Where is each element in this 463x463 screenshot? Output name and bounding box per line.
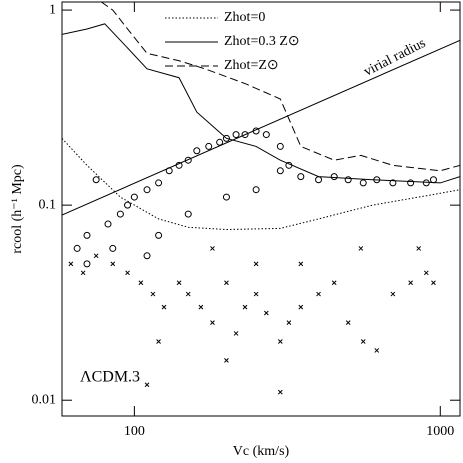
point-cross [110, 261, 116, 267]
point-circle [109, 244, 117, 252]
point-cross [298, 261, 304, 267]
point-circle [165, 167, 173, 175]
point-cross [144, 382, 150, 388]
point-circle [297, 173, 305, 181]
legend-label: Zhot=0 [224, 10, 265, 25]
legend-label: Zhot=Z⊙ [224, 58, 279, 73]
point-cross [68, 261, 74, 267]
point-cross [408, 280, 413, 286]
y-tick-label: 0.01 [32, 392, 57, 407]
annotation: ΛCDM.3 [80, 369, 140, 386]
point-circle [315, 176, 323, 184]
y-tick-label: 0.1 [39, 197, 57, 212]
point-circle [285, 161, 293, 169]
point-circle [422, 179, 430, 187]
point-circle [330, 173, 338, 181]
point-circle [241, 131, 249, 139]
point-circle [130, 193, 138, 201]
point-cross [176, 280, 182, 286]
point-circle [276, 167, 284, 175]
point-cross [242, 304, 248, 310]
point-circle [359, 179, 367, 187]
point-cross [345, 320, 351, 325]
point-cross [423, 270, 429, 276]
x-axis-label: Vc (km/s) [233, 444, 290, 459]
point-circle [104, 220, 112, 228]
point-circle [116, 210, 124, 218]
point-circle [175, 161, 183, 169]
point-cross [233, 331, 239, 336]
point-circle [184, 210, 192, 218]
point-cross [431, 280, 436, 286]
point-cross [416, 246, 422, 251]
point-cross [374, 348, 380, 353]
point-cross [358, 246, 364, 251]
point-circle [222, 134, 230, 142]
point-circle [252, 186, 260, 194]
point-cross [263, 310, 269, 316]
point-cross [93, 253, 99, 259]
plot-frame [61, 1, 461, 417]
point-cross [253, 261, 259, 267]
point-circle [222, 193, 230, 201]
point-circle [143, 252, 151, 260]
point-cross [156, 339, 161, 344]
point-circle [407, 179, 415, 187]
point-circle [124, 201, 132, 209]
point-cross [210, 320, 215, 325]
point-cross [316, 291, 321, 297]
point-circle [155, 231, 163, 239]
annotation: virial radius [362, 36, 429, 80]
legend-label: Zhot=0.3 Z⊙ [224, 34, 300, 49]
series-line [62, 23, 460, 184]
point-cross [298, 304, 304, 310]
point-circle [92, 176, 100, 184]
point-circle [184, 156, 192, 164]
point-circle [83, 260, 91, 268]
point-cross [360, 339, 366, 344]
x-tick-label: 1000 [426, 424, 454, 439]
point-cross [161, 304, 167, 310]
point-circle [143, 186, 151, 194]
point-circle [429, 176, 437, 184]
point-cross [277, 389, 283, 395]
series-line [101, 2, 460, 172]
point-cross [224, 280, 229, 286]
point-cross [150, 291, 156, 297]
y-axis-label: rcool (h⁻¹ Mpc) [10, 164, 25, 254]
point-cross [138, 280, 144, 286]
point-cross [253, 291, 259, 297]
point-circle [73, 244, 81, 252]
point-cross [125, 270, 130, 276]
point-circle [155, 179, 163, 187]
point-circle [216, 138, 224, 146]
point-cross [277, 339, 283, 344]
point-cross [80, 270, 86, 276]
point-cross [185, 291, 191, 297]
point-circle [344, 176, 352, 184]
point-circle [193, 147, 201, 155]
point-cross [286, 320, 292, 325]
point-circle [205, 142, 213, 150]
point-circle [389, 179, 397, 187]
point-circle [276, 142, 284, 150]
x-tick-label: 100 [124, 424, 145, 439]
point-cross [331, 280, 337, 286]
point-circle [232, 131, 240, 139]
point-cross [210, 246, 215, 251]
series-line [62, 138, 460, 231]
point-cross [198, 304, 204, 310]
point-circle [252, 127, 260, 135]
point-cross [224, 358, 229, 363]
y-tick-label: 1 [49, 2, 56, 17]
point-circle [373, 176, 381, 184]
point-circle [262, 131, 270, 139]
point-cross [390, 291, 396, 297]
virial-line [62, 39, 460, 216]
point-circle [83, 231, 91, 239]
